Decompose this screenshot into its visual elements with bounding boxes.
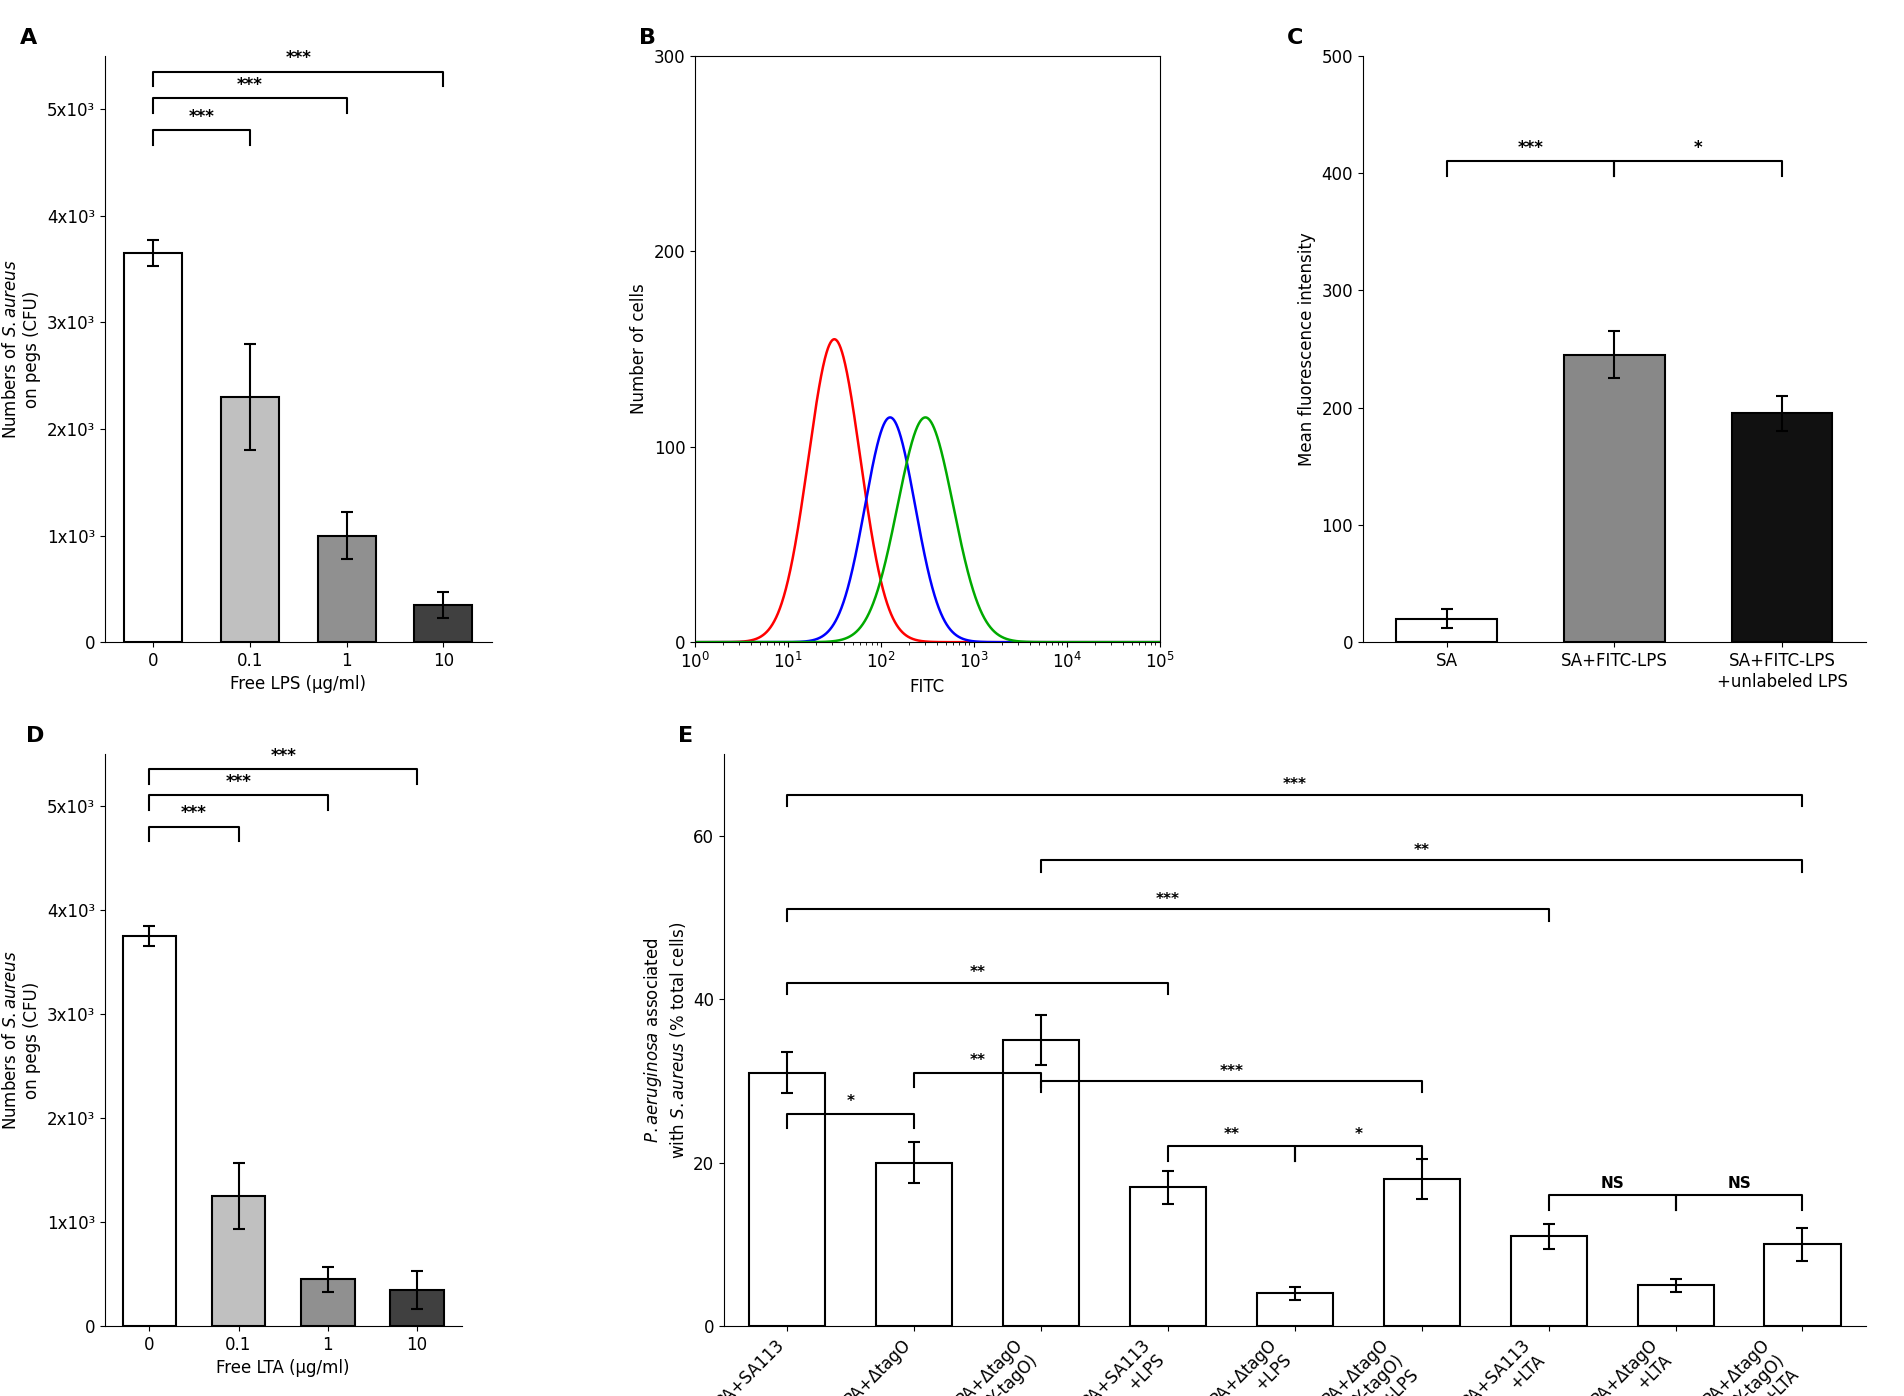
Text: **: ** bbox=[969, 1054, 986, 1068]
Text: ***: *** bbox=[188, 107, 215, 126]
Bar bbox=[221, 396, 278, 642]
Text: ***: *** bbox=[1219, 1064, 1243, 1079]
Bar bbox=[124, 253, 183, 642]
Bar bbox=[750, 1072, 826, 1326]
X-axis label: Free LPS (μg/ml): Free LPS (μg/ml) bbox=[230, 676, 366, 694]
Text: ***: *** bbox=[1517, 140, 1544, 156]
Text: ***: *** bbox=[1156, 892, 1180, 907]
Y-axis label: $\it{P. aeruginosa}$ associated
with $\it{S. aureus}$ (% total cells): $\it{P. aeruginosa}$ associated with $\i… bbox=[642, 921, 687, 1159]
Text: D: D bbox=[27, 726, 44, 747]
Text: *: * bbox=[1695, 140, 1702, 156]
Bar bbox=[1003, 1040, 1080, 1326]
Text: ***: *** bbox=[1283, 778, 1306, 793]
Text: ***: *** bbox=[270, 747, 297, 765]
Text: NS: NS bbox=[1727, 1175, 1752, 1191]
Text: **: ** bbox=[969, 966, 986, 980]
Text: **: ** bbox=[1224, 1127, 1240, 1142]
Bar bbox=[1396, 618, 1497, 642]
Bar bbox=[1563, 355, 1664, 642]
Bar bbox=[1129, 1187, 1205, 1326]
Bar bbox=[390, 1290, 444, 1326]
X-axis label: Free LTA (μg/ml): Free LTA (μg/ml) bbox=[217, 1360, 350, 1378]
Bar bbox=[1765, 1244, 1841, 1326]
X-axis label: FITC: FITC bbox=[910, 677, 944, 695]
Y-axis label: Numbers of $\it{S. aureus}$
on pegs (CFU): Numbers of $\it{S. aureus}$ on pegs (CFU… bbox=[2, 260, 42, 438]
Text: *: * bbox=[847, 1094, 855, 1110]
Y-axis label: Numbers of $\it{S. aureus}$
on pegs (CFU): Numbers of $\it{S. aureus}$ on pegs (CFU… bbox=[2, 951, 42, 1129]
Text: ***: *** bbox=[286, 49, 310, 67]
Text: C: C bbox=[1287, 28, 1304, 47]
Bar bbox=[211, 1196, 265, 1326]
Text: **: ** bbox=[1415, 843, 1430, 859]
Text: A: A bbox=[19, 28, 36, 47]
Y-axis label: Mean fluorescence intensity: Mean fluorescence intensity bbox=[1299, 232, 1316, 466]
Bar bbox=[415, 604, 472, 642]
Bar bbox=[1637, 1286, 1714, 1326]
Bar bbox=[122, 935, 175, 1326]
Bar bbox=[301, 1279, 354, 1326]
Bar bbox=[1257, 1294, 1333, 1326]
Text: ***: *** bbox=[236, 77, 263, 94]
Text: ***: *** bbox=[225, 773, 251, 792]
Y-axis label: Number of cells: Number of cells bbox=[630, 283, 647, 415]
Text: B: B bbox=[640, 28, 657, 47]
Text: *: * bbox=[1354, 1127, 1363, 1142]
Text: E: E bbox=[678, 726, 693, 747]
Bar bbox=[1384, 1180, 1460, 1326]
Bar bbox=[1733, 413, 1832, 642]
Bar bbox=[1510, 1237, 1586, 1326]
Bar bbox=[876, 1163, 952, 1326]
Bar bbox=[318, 536, 375, 642]
Text: NS: NS bbox=[1599, 1175, 1624, 1191]
Text: ***: *** bbox=[181, 804, 208, 822]
